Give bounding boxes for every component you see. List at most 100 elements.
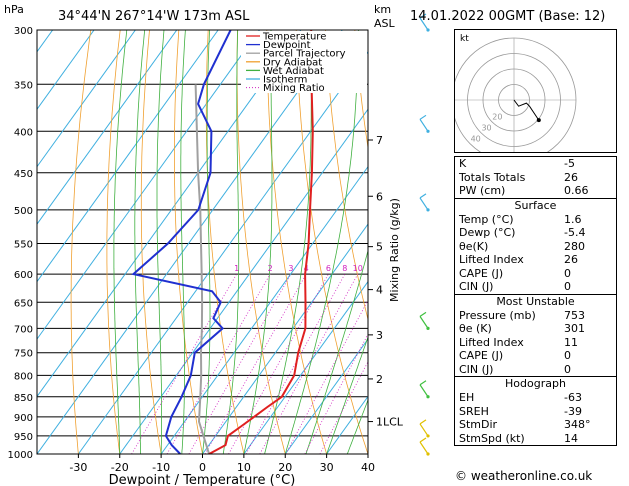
index-label: Totals Totals — [459, 170, 526, 184]
index-value: -63 — [564, 391, 582, 404]
pressure-tick-label: 450 — [14, 169, 33, 180]
index-label: PW (cm) — [459, 184, 506, 197]
temperature-tick-label: 20 — [278, 461, 292, 474]
temperature-tick-label: 10 — [237, 461, 251, 474]
legend-entry: Wet Adiabat — [263, 66, 324, 77]
temperature-tick-label: 40 — [361, 461, 375, 474]
mixing-ratio-line — [304, 333, 368, 454]
mixing-ratio-label: 25 — [409, 264, 419, 273]
mixing-ratio-label: 8 — [342, 264, 347, 273]
index-row: K -5 — [455, 157, 616, 171]
index-value: 0 — [564, 280, 571, 293]
wet-adiabat-line — [346, 398, 368, 454]
asl-label: ASL — [374, 17, 396, 30]
index-label: CIN (J) — [459, 280, 494, 293]
wind-barb — [419, 316, 429, 329]
wind-barb-flag — [419, 311, 427, 317]
isotherm-line — [37, 30, 260, 340]
legend-box — [241, 31, 367, 93]
wind-barb-flag — [419, 380, 427, 386]
index-value: 0.66 — [564, 184, 589, 197]
index-value: 1.6 — [564, 212, 582, 226]
index-value: 301 — [564, 322, 585, 335]
mixing-ratio-line — [166, 273, 271, 454]
pressure-tick-label: 1000 — [8, 450, 33, 461]
mixing-ratio-axis-label: Mixing Ratio (g/kg) — [388, 198, 401, 302]
index-row: StmSpd (kt) 14 — [455, 432, 616, 446]
datetime-title: 14.01.2022 00GMT (Base: 12) — [410, 9, 605, 24]
km-tick-label: 5 — [376, 241, 383, 254]
index-row: SREH -39 — [455, 405, 616, 419]
pressure-tick-label: 350 — [14, 80, 33, 91]
km-tick-label: 1LCL — [376, 416, 404, 429]
index-value: 11 — [564, 335, 578, 349]
wet-adiabat-line — [202, 30, 211, 454]
index-value: 0 — [564, 266, 571, 280]
mixing-ratio-label: 6 — [326, 264, 331, 273]
wind-barb-base — [426, 395, 430, 399]
index-row: Lifted Index 26 — [455, 253, 616, 267]
pressure-tick-label: 650 — [14, 298, 33, 309]
location-title: 34°44'N 267°14'W 173m ASL — [58, 9, 250, 24]
wet-adiabat-line — [180, 30, 186, 454]
wind-barb-base — [426, 434, 430, 438]
hpa-label: hPa — [4, 3, 24, 16]
index-label: StmSpd (kt) — [459, 431, 525, 445]
mixing-ratio-line — [319, 360, 368, 454]
index-label: Dewp (°C) — [459, 226, 516, 239]
wet-adiabat-line — [134, 30, 146, 454]
index-row: CIN (J) 0 — [455, 280, 616, 294]
mixing-ratio-label: 1 — [234, 264, 239, 273]
wind-barb-flag — [419, 114, 427, 120]
wind-barb-flag — [419, 419, 427, 425]
hodograph-ring-label: 20 — [492, 113, 502, 122]
dry-adiabat-line — [106, 30, 121, 454]
isotherm-line — [202, 223, 368, 454]
hodograph-panel: kt 40 30 20 — [451, 29, 617, 163]
pressure-tick-label: 600 — [14, 270, 33, 281]
index-row: θe(K) 280 — [455, 240, 616, 254]
wind-barb-base — [426, 452, 430, 456]
wind-barb-base — [426, 28, 430, 32]
parcel-trajectory-line — [194, 84, 211, 454]
dry-adiabat-line — [325, 30, 368, 321]
pressure-tick-label: 900 — [14, 413, 33, 424]
isotherm-line — [243, 280, 368, 454]
mixing-ratio-line — [131, 273, 237, 454]
pressure-tick-label: 550 — [14, 239, 33, 250]
index-row: EH -63 — [455, 391, 616, 405]
hodograph-unit-label: kt — [460, 34, 469, 44]
km-label: km — [374, 3, 391, 16]
dry-adiabat-line — [295, 30, 368, 454]
index-value: 753 — [564, 308, 585, 322]
dry-adiabat-line — [140, 30, 162, 454]
pressure-tick-label: 500 — [14, 206, 33, 217]
hodograph-trace — [513, 99, 540, 121]
hodograph-ring-label: 30 — [481, 124, 491, 133]
wind-barb — [419, 17, 429, 31]
wet-adiabat-line — [264, 30, 312, 454]
pressure-tick-label: 800 — [14, 371, 33, 382]
wet-adiabat-line — [284, 30, 359, 454]
index-row: θe (K) 301 — [455, 322, 616, 336]
isotherm-line — [37, 30, 95, 111]
temperature-line — [208, 30, 314, 454]
legend-entry: Isotherm — [263, 75, 307, 86]
mixing-ratio-label: 15 — [377, 264, 387, 273]
most-unstable-title: Most Unstable — [496, 294, 575, 308]
index-value: -39 — [564, 404, 582, 418]
pressure-tick-label: 750 — [14, 349, 33, 360]
index-row: Dewp (°C) -5.4 — [455, 226, 616, 240]
temperature-tick-label: 0 — [199, 461, 206, 474]
mixing-ratio-line — [228, 273, 329, 454]
isotherm-line — [37, 30, 178, 225]
km-tick-label: 3 — [376, 329, 383, 342]
index-value: 14 — [564, 431, 578, 445]
index-value: -5 — [564, 157, 575, 170]
index-value: 0 — [564, 349, 571, 362]
wind-barb-base — [426, 208, 430, 212]
mixing-ratio-line — [204, 273, 307, 454]
km-tick-label: 7 — [376, 134, 383, 147]
